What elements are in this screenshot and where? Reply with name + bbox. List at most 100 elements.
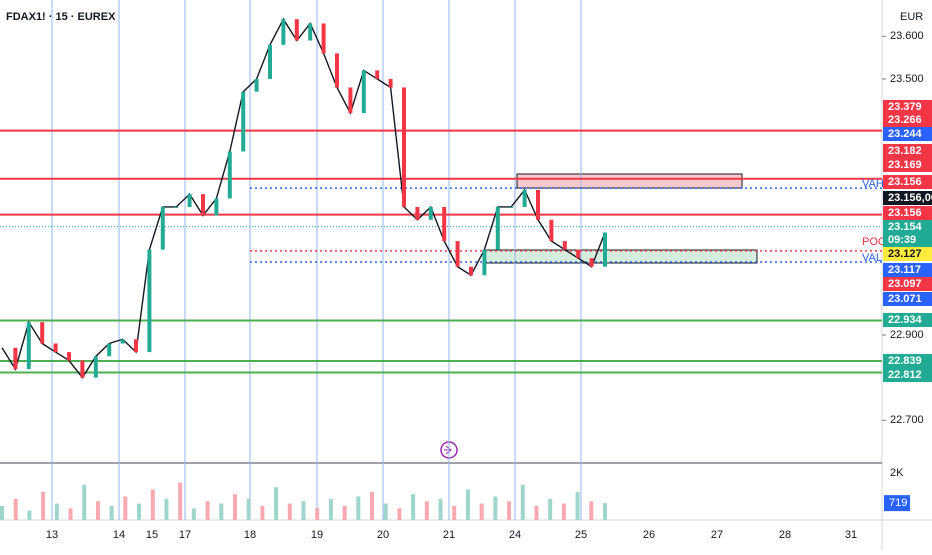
price-tag-label: 23.169 bbox=[888, 159, 922, 171]
date-label: 31 bbox=[845, 529, 857, 541]
volume-bar bbox=[82, 484, 87, 520]
candle bbox=[455, 241, 460, 267]
volume-bar bbox=[27, 510, 32, 520]
volume-bar bbox=[328, 498, 333, 520]
volume-bar bbox=[95, 501, 100, 520]
volume-bar bbox=[164, 498, 169, 520]
price-tag-label: 23.127 bbox=[888, 248, 922, 260]
price-tag bbox=[883, 127, 932, 141]
volume-bar bbox=[205, 501, 210, 520]
candle bbox=[603, 232, 607, 267]
supply-zone bbox=[516, 173, 743, 189]
price-tag-label: 22.812 bbox=[888, 369, 922, 381]
date-label: 15 bbox=[146, 529, 158, 541]
volume-bar bbox=[493, 496, 498, 520]
price-line bbox=[1, 17, 606, 379]
price-tick-label: 22.900 bbox=[890, 329, 924, 341]
currency: EUR bbox=[900, 11, 923, 23]
price-tag-label: 23.097 bbox=[888, 278, 922, 290]
candle bbox=[469, 266, 473, 276]
candle bbox=[67, 352, 71, 361]
symbol-title: FDAX1! · 15 · EUREX bbox=[6, 11, 116, 23]
price-tick-label: 23.500 bbox=[890, 73, 924, 85]
date-label: 28 bbox=[779, 529, 791, 541]
volume-bar bbox=[54, 503, 59, 520]
volume-tick-label: 2K bbox=[890, 467, 904, 479]
candle bbox=[536, 189, 540, 220]
candle bbox=[576, 249, 581, 259]
volume-tag bbox=[884, 495, 910, 512]
volume-bar bbox=[411, 494, 416, 520]
volume-bar bbox=[589, 501, 594, 520]
candle bbox=[388, 78, 393, 88]
price-tag bbox=[883, 277, 932, 291]
date-label: 17 bbox=[179, 529, 191, 541]
candle bbox=[227, 151, 232, 199]
price-tag bbox=[883, 206, 932, 220]
candle bbox=[26, 322, 31, 370]
candle bbox=[402, 87, 406, 207]
price-tag bbox=[883, 100, 932, 114]
value-area-label: POC bbox=[862, 236, 886, 248]
candle bbox=[160, 206, 165, 250]
volume-bar bbox=[301, 501, 306, 520]
volume-bar bbox=[13, 498, 18, 520]
price-tag bbox=[883, 191, 932, 205]
price-tag-label: 23.071 bbox=[888, 293, 922, 305]
candle bbox=[589, 258, 594, 267]
candle bbox=[482, 249, 487, 276]
candle bbox=[241, 91, 246, 152]
candle bbox=[321, 23, 326, 54]
date-label: 26 bbox=[643, 529, 655, 541]
price-tag-label: 23.244 bbox=[888, 128, 923, 140]
price-tag bbox=[883, 368, 932, 382]
volume-bar bbox=[397, 508, 402, 520]
price-tag bbox=[883, 354, 932, 368]
price-tag-label: 23.156 bbox=[888, 207, 922, 219]
date-label: 24 bbox=[509, 529, 521, 541]
price-tick-label: 23.600 bbox=[890, 30, 924, 42]
price-tick-label: 22.700 bbox=[890, 414, 924, 426]
price-tag-label: 22.934 bbox=[888, 314, 923, 326]
candle bbox=[53, 343, 58, 353]
candle bbox=[562, 241, 567, 250]
candle bbox=[93, 356, 98, 378]
volume-bar bbox=[219, 503, 224, 520]
candle bbox=[308, 23, 313, 41]
candle bbox=[361, 70, 366, 114]
price-tag-label: 23.154 bbox=[888, 221, 923, 233]
price-tag-label: 23.156 bbox=[888, 176, 922, 188]
date-label: 19 bbox=[311, 529, 323, 541]
candle bbox=[442, 206, 447, 242]
volume-bar bbox=[383, 503, 388, 520]
volume-bar bbox=[561, 503, 566, 520]
price-tag-label: 22.839 bbox=[888, 355, 922, 367]
price-tag bbox=[883, 233, 932, 247]
candle bbox=[509, 206, 514, 208]
price-tag bbox=[883, 292, 932, 306]
replay-arrow bbox=[444, 445, 452, 455]
candle bbox=[80, 360, 85, 378]
volume-tag-label: 719 bbox=[889, 497, 907, 509]
volume-bar bbox=[274, 487, 279, 520]
candle bbox=[348, 87, 353, 114]
volume-bar bbox=[246, 498, 251, 520]
price-tag-label: 23.117 bbox=[888, 264, 921, 276]
candle bbox=[549, 219, 554, 242]
volume-bar bbox=[479, 503, 484, 520]
value-area-label: VAL bbox=[862, 252, 882, 264]
value-area-label: VAH bbox=[862, 178, 884, 190]
candle bbox=[214, 198, 219, 216]
volume-bar bbox=[465, 489, 470, 520]
candle bbox=[294, 19, 299, 41]
volume-bar bbox=[68, 508, 73, 520]
candle bbox=[201, 194, 205, 216]
volume-bar bbox=[287, 503, 292, 520]
volume-bar bbox=[452, 505, 457, 520]
candle bbox=[187, 194, 192, 207]
candle bbox=[415, 206, 420, 220]
candle bbox=[268, 44, 272, 79]
